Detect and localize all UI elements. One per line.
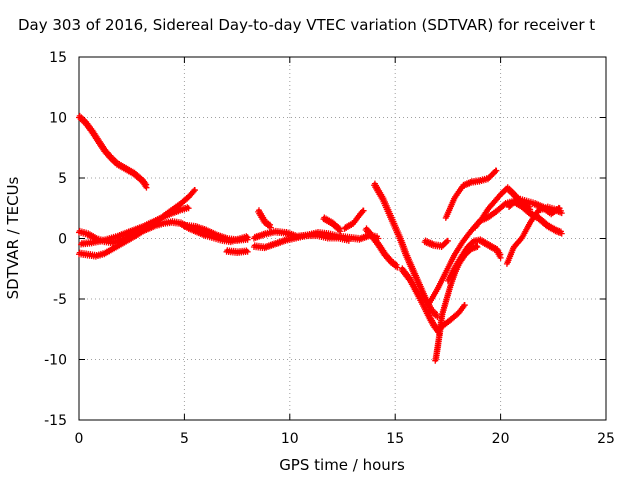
y-tick-label: -10 xyxy=(44,353,67,369)
x-tick-label: 5 xyxy=(180,431,189,447)
x-tick-label: 0 xyxy=(75,431,84,447)
series-arc20 xyxy=(444,236,504,284)
data-point-marker xyxy=(184,204,191,211)
data-point-marker xyxy=(360,207,367,214)
y-tick-label: 15 xyxy=(49,50,67,66)
data-point-marker xyxy=(244,236,251,243)
series-arc16 xyxy=(421,237,451,250)
data-point-marker xyxy=(337,228,344,235)
axis-ticks: 0 5 10 15 20 25 -15 -10 -5 0 5 10 15 xyxy=(44,50,615,447)
data-point-marker xyxy=(394,264,401,271)
data-point-marker xyxy=(143,184,150,191)
x-tick-label: 15 xyxy=(386,431,404,447)
series-arc1 xyxy=(76,112,150,191)
data-point-marker xyxy=(556,205,563,212)
chart-title: Day 303 of 2016, Sidereal Day-to-day VTE… xyxy=(18,16,596,34)
y-tick-label: 10 xyxy=(49,111,67,127)
series-arc9 xyxy=(255,207,274,231)
data-point-marker xyxy=(473,242,480,249)
series-arc12 xyxy=(362,225,401,271)
data-point-marker xyxy=(527,206,534,213)
series-arc5 xyxy=(181,221,251,244)
y-axis-label: SDTVAR / TECUs xyxy=(4,176,22,299)
y-tick-label: -15 xyxy=(44,413,67,429)
x-tick-label: 25 xyxy=(597,431,615,447)
y-tick-label: 0 xyxy=(58,232,67,248)
data-point-marker xyxy=(185,205,192,212)
data-point-marker xyxy=(497,254,504,261)
data-point-marker xyxy=(444,237,451,244)
y-tick-label: 5 xyxy=(58,171,67,187)
data-point-marker xyxy=(267,224,274,231)
data-point-marker xyxy=(461,302,468,309)
grid xyxy=(79,57,606,420)
series-arc11 xyxy=(341,207,367,232)
series-arc23 xyxy=(506,195,563,218)
data-point-marker xyxy=(393,261,400,268)
data-point-marker xyxy=(493,167,500,174)
data-point-marker xyxy=(558,230,565,237)
y-tick-label: -5 xyxy=(53,292,67,308)
series-arc10 xyxy=(320,214,344,235)
series-arc8 xyxy=(250,231,352,252)
data-point-marker xyxy=(474,243,481,250)
data-point-marker xyxy=(434,314,441,321)
x-tick-label: 20 xyxy=(492,431,510,447)
series-arc18 xyxy=(434,302,468,334)
series-arc6 xyxy=(223,247,251,257)
data-point-marker xyxy=(267,221,274,228)
series-arc14 xyxy=(398,265,443,338)
x-axis-label: GPS time / hours xyxy=(279,456,405,474)
data-points xyxy=(76,112,565,364)
data-point-marker xyxy=(433,311,440,318)
series-arc17 xyxy=(442,167,500,221)
data-point-marker xyxy=(558,210,565,217)
data-point-marker xyxy=(244,248,251,255)
data-point-marker xyxy=(191,187,198,194)
series-arc4 xyxy=(78,204,192,248)
x-tick-label: 10 xyxy=(281,431,299,447)
data-point-marker xyxy=(345,237,352,244)
